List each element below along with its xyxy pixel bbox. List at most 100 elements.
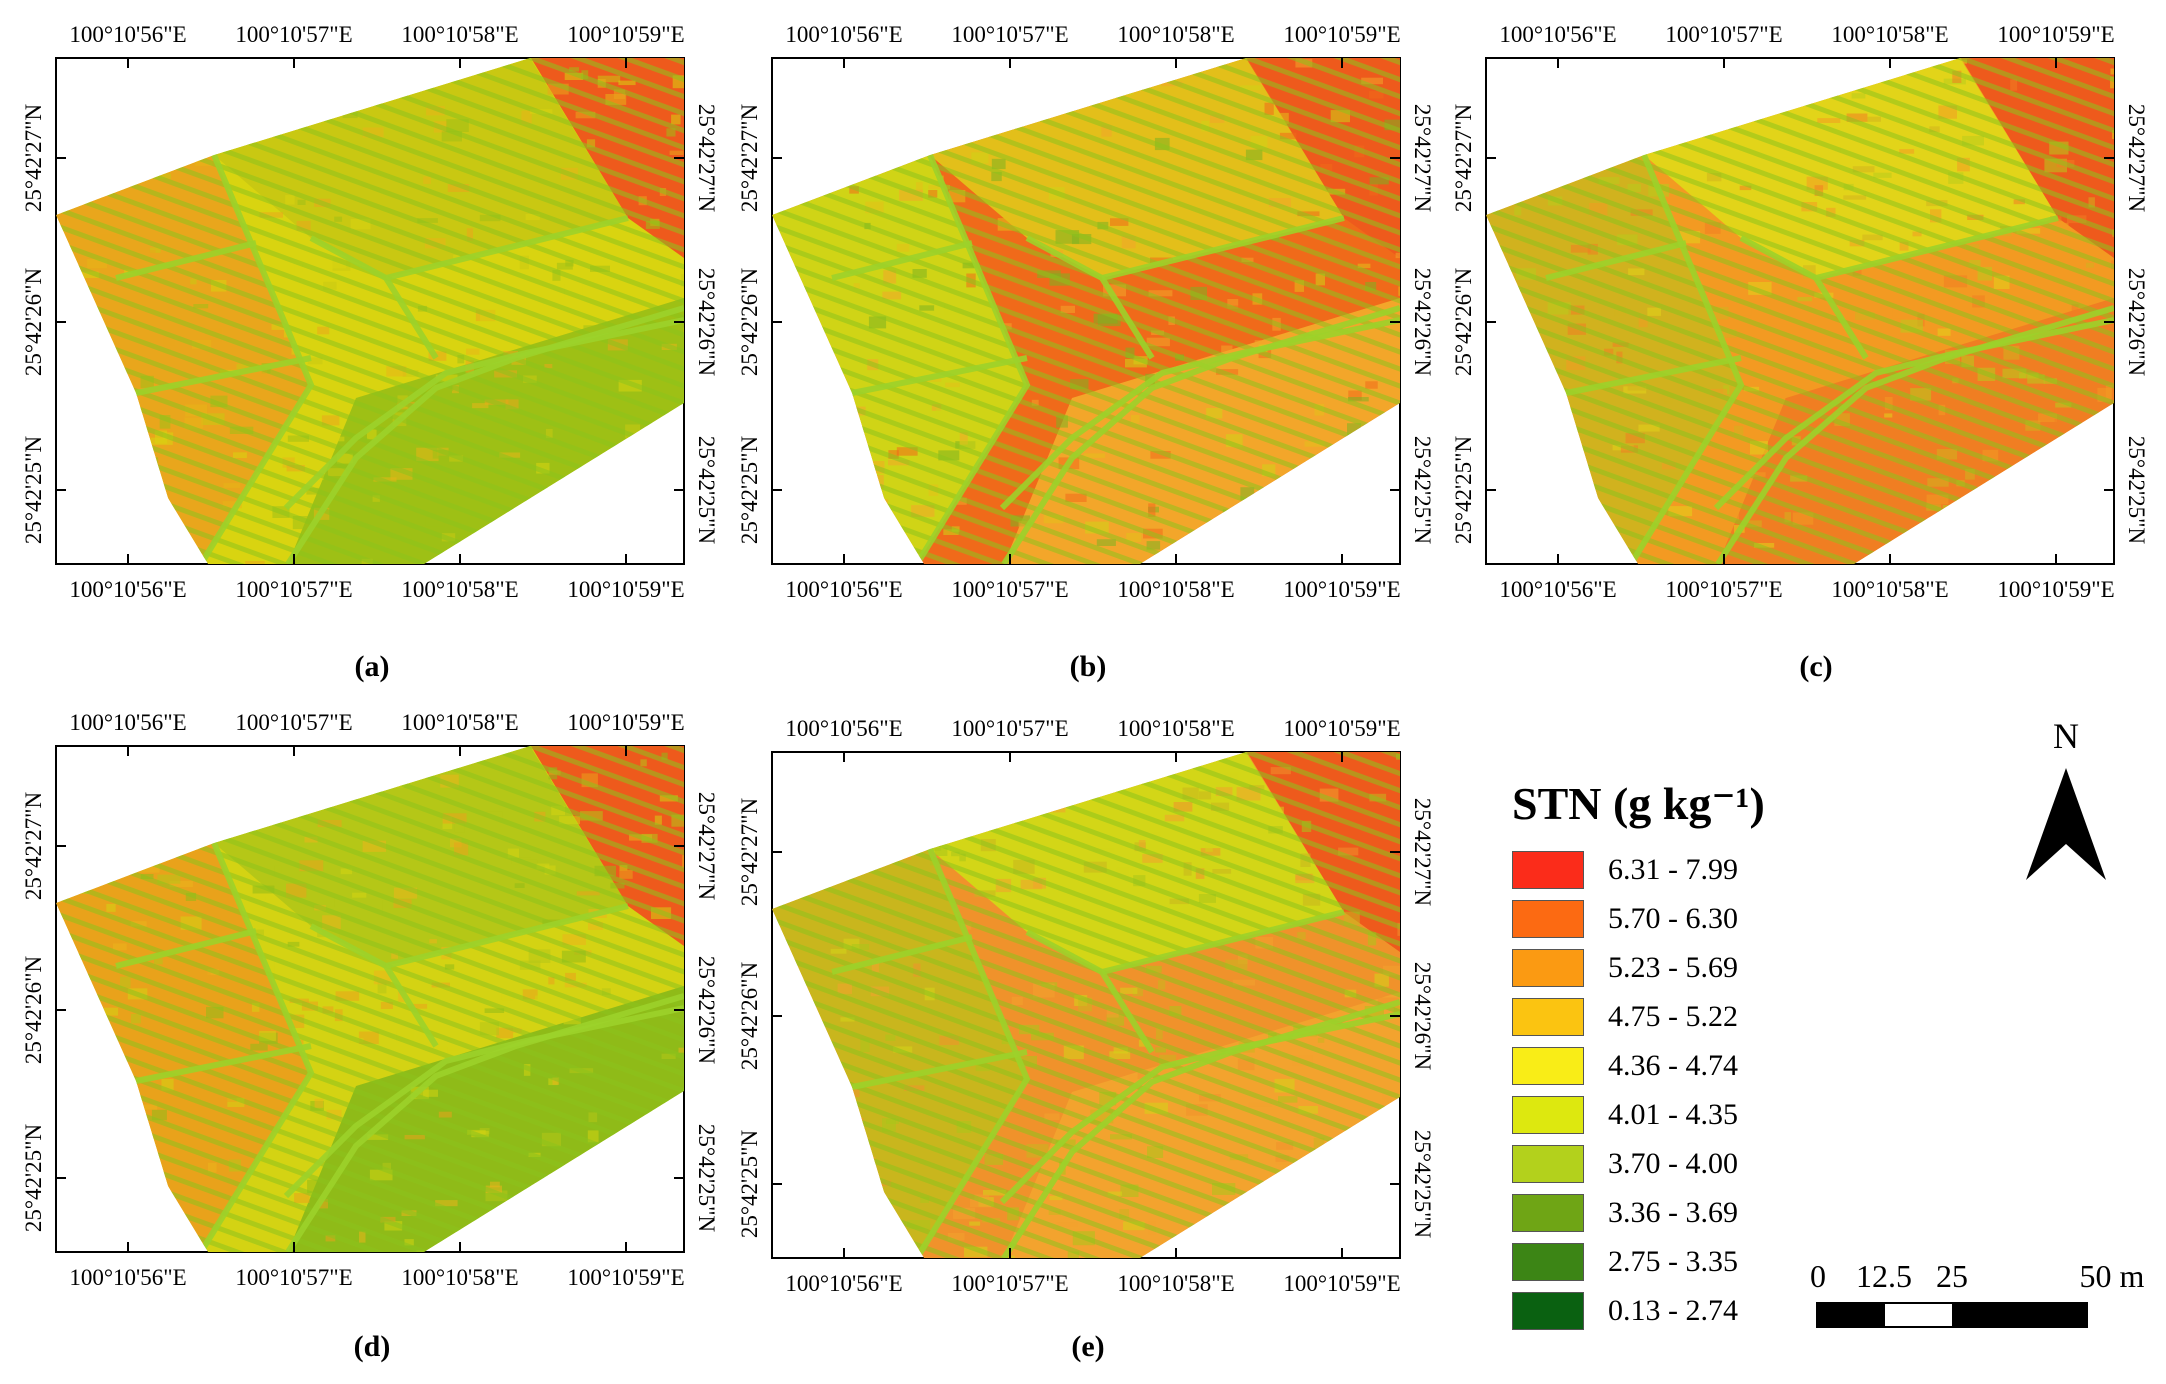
scale-label-25: 25 [1936, 1258, 1968, 1294]
lon-label-top: 100°10'57"E [951, 22, 1069, 47]
lat-label-right: 25°42'26"N [1410, 961, 1435, 1071]
lon-label-bottom: 100°10'56"E [1499, 577, 1617, 602]
lon-label-top: 100°10'59"E [567, 22, 685, 47]
lon-label-bottom: 100°10'58"E [401, 577, 519, 602]
lon-label-bottom: 100°10'58"E [1831, 577, 1949, 602]
stn-raster [56, 746, 684, 1252]
lon-label-top: 100°10'56"E [69, 710, 187, 735]
legend-label: 3.70 - 4.00 [1608, 1147, 1738, 1180]
lat-label-right: 25°42'27"N [694, 791, 719, 901]
lon-label-top: 100°10'56"E [785, 716, 903, 741]
legend-label: 4.01 - 4.35 [1608, 1098, 1738, 1131]
lon-label-top: 100°10'57"E [1665, 22, 1783, 47]
legend-label: 4.75 - 5.22 [1608, 1000, 1738, 1033]
legend-swatch [1512, 1145, 1584, 1183]
lon-label-top: 100°10'58"E [401, 22, 519, 47]
lat-label-left: 25°42'25"N [21, 1123, 46, 1233]
panel-letter-c: (c) [1799, 650, 1833, 683]
map-panel-d: 100°10'56"E 100°10'56"E 100°10'57"E 100°10'… [21, 711, 719, 1289]
scale-label-12-5: 12.5 [1856, 1258, 1912, 1294]
lon-label-bottom: 100°10'59"E [567, 1265, 685, 1290]
lon-label-top: 100°10'57"E [235, 710, 353, 735]
legend-swatch [1512, 949, 1584, 987]
lat-label-right: 25°42'27"N [1410, 797, 1435, 907]
lon-label-bottom: 100°10'59"E [1997, 577, 2115, 602]
north-arrow-icon [2026, 768, 2106, 880]
lat-label-right: 25°42'27"N [1410, 103, 1435, 213]
lat-label-right: 25°42'26"N [694, 267, 719, 377]
lon-label-bottom: 100°10'58"E [401, 1265, 519, 1290]
legend-swatch [1512, 1292, 1584, 1330]
panel-letter-b: (b) [1069, 650, 1107, 683]
lat-label-left: 25°42'25"N [737, 1129, 762, 1239]
legend-label: 0.13 - 2.74 [1608, 1294, 1738, 1327]
panel-letter-d: (d) [353, 1330, 391, 1363]
lon-label-top: 100°10'59"E [1997, 22, 2115, 47]
lat-label-left: 25°42'27"N [21, 103, 46, 213]
lon-label-top: 100°10'58"E [401, 710, 519, 735]
lon-label-top: 100°10'58"E [1117, 716, 1235, 741]
lon-label-bottom: 100°10'57"E [235, 577, 353, 602]
lon-label-bottom: 100°10'56"E [785, 1271, 903, 1296]
panel-letter-e: (e) [1071, 1330, 1105, 1363]
map-panel-a: 100°10'56"E 100°10'56"E 100°10'57"E 100°10'… [21, 23, 719, 601]
lat-label-right: 25°42'25"N [694, 1123, 719, 1233]
lat-label-left: 25°42'26"N [737, 267, 762, 377]
lon-label-top: 100°10'57"E [235, 22, 353, 47]
lon-label-bottom: 100°10'57"E [951, 577, 1069, 602]
lat-label-right: 25°42'25"N [1410, 435, 1435, 545]
lon-label-top: 100°10'56"E [785, 22, 903, 47]
lat-label-right: 25°42'26"N [1410, 267, 1435, 377]
map-panel-b: 100°10'56"E 100°10'56"E 100°10'57"E 100°10'… [737, 23, 1435, 601]
lon-label-bottom: 100°10'59"E [567, 577, 685, 602]
lon-label-bottom: 100°10'56"E [69, 1265, 187, 1290]
lon-label-bottom: 100°10'56"E [785, 577, 903, 602]
scale-label-50: 50 m [2079, 1258, 2145, 1294]
lat-label-left: 25°42'26"N [21, 955, 46, 1065]
legend-swatch [1512, 900, 1584, 938]
lon-label-top: 100°10'58"E [1831, 22, 1949, 47]
lat-label-right: 25°42'27"N [694, 103, 719, 213]
lon-label-bottom: 100°10'57"E [235, 1265, 353, 1290]
panel-letter-a: (a) [354, 650, 390, 683]
lon-label-bottom: 100°10'58"E [1117, 577, 1235, 602]
legend-label: 5.70 - 6.30 [1608, 902, 1738, 935]
legend-label: 3.36 - 3.69 [1608, 1196, 1738, 1229]
lat-label-right: 25°42'25"N [694, 435, 719, 545]
lat-label-left: 25°42'27"N [737, 103, 762, 213]
legend-label: 5.23 - 5.69 [1608, 951, 1738, 984]
lon-label-top: 100°10'59"E [1283, 716, 1401, 741]
lon-label-bottom: 100°10'59"E [1283, 577, 1401, 602]
legend-label: 4.36 - 4.74 [1608, 1049, 1738, 1082]
legend-swatch [1512, 1047, 1584, 1085]
lon-label-bottom: 100°10'58"E [1117, 1271, 1235, 1296]
lon-label-top: 100°10'59"E [1283, 22, 1401, 47]
legend-label: 6.31 - 7.99 [1608, 853, 1738, 886]
legend-swatch [1512, 1194, 1584, 1232]
lon-label-bottom: 100°10'57"E [951, 1271, 1069, 1296]
legend-swatch [1512, 1243, 1584, 1281]
lat-label-left: 25°42'25"N [1451, 435, 1476, 545]
lat-label-right: 25°42'26"N [2124, 267, 2149, 377]
legend-swatch [1512, 851, 1584, 889]
legend-swatch [1512, 1096, 1584, 1134]
lat-label-right: 25°42'27"N [2124, 103, 2149, 213]
lon-label-top: 100°10'57"E [951, 716, 1069, 741]
lat-label-right: 25°42'25"N [1410, 1129, 1435, 1239]
lon-label-bottom: 100°10'57"E [1665, 577, 1783, 602]
lon-label-top: 100°10'56"E [1499, 22, 1617, 47]
lat-label-left: 25°42'27"N [737, 797, 762, 907]
legend-label: 2.75 - 3.35 [1608, 1245, 1738, 1278]
lat-label-left: 25°42'26"N [1451, 267, 1476, 377]
lat-label-left: 25°42'27"N [1451, 103, 1476, 213]
lat-label-left: 25°42'25"N [737, 435, 762, 545]
lat-label-right: 25°42'25"N [2124, 435, 2149, 545]
lon-label-top: 100°10'58"E [1117, 22, 1235, 47]
lat-label-left: 25°42'26"N [21, 267, 46, 377]
lat-label-left: 25°42'27"N [21, 791, 46, 901]
lat-label-left: 25°42'26"N [737, 961, 762, 1071]
lon-label-bottom: 100°10'59"E [1283, 1271, 1401, 1296]
lon-label-top: 100°10'59"E [567, 710, 685, 735]
map-panel-e: 100°10'56"E 100°10'56"E 100°10'57"E 100°10'… [737, 717, 1435, 1295]
lat-label-left: 25°42'25"N [21, 435, 46, 545]
